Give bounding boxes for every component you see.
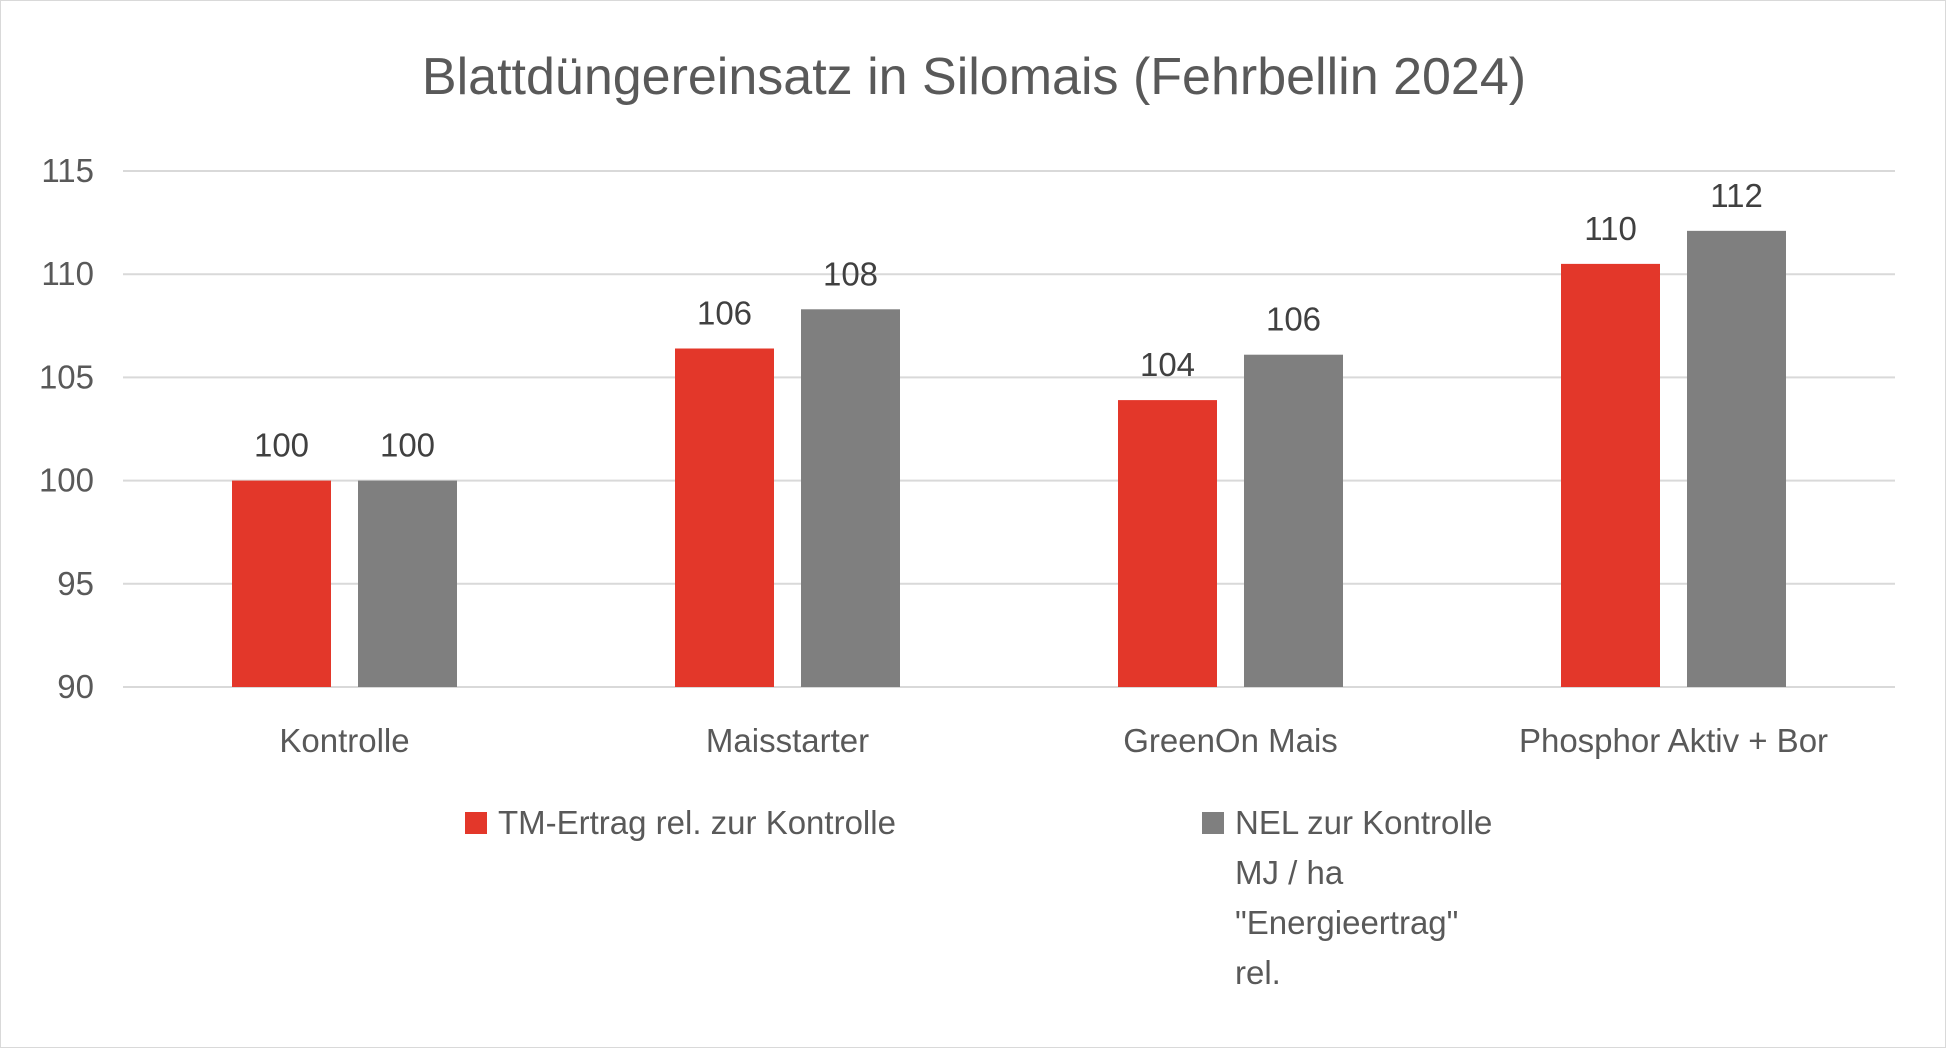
bar — [232, 480, 331, 687]
y-tick-label: 105 — [39, 358, 94, 395]
legend-label: MJ / ha — [1235, 854, 1344, 891]
x-axis-category-labels: Kontrolle Maisstarter GreenOn Mais Phosphor… — [279, 722, 1828, 759]
data-label: 106 — [697, 295, 752, 332]
data-label: 106 — [1266, 301, 1321, 338]
y-tick-label: 100 — [39, 462, 94, 499]
bar — [1561, 263, 1660, 687]
legend-swatch — [1202, 812, 1224, 834]
data-label: 112 — [1710, 177, 1763, 214]
bar — [358, 480, 457, 687]
x-tick-label: Maisstarter — [706, 722, 869, 759]
legend: TM-Ertrag rel. zur Kontrolle NEL zur Kont… — [465, 804, 1492, 991]
bar — [1244, 354, 1343, 687]
bar — [1118, 400, 1217, 687]
data-label: 110 — [1584, 210, 1637, 247]
legend-label: TM-Ertrag rel. zur Kontrolle — [498, 804, 896, 841]
bars — [232, 230, 1786, 687]
y-axis-tick-labels: 90 95 100 105 110 115 — [39, 152, 94, 705]
x-tick-label: Phosphor Aktiv + Bor — [1519, 722, 1828, 759]
chart-title: Blattdüngereinsatz in Silomais (Fehrbell… — [422, 48, 1526, 106]
data-label: 104 — [1140, 346, 1195, 383]
y-tick-label: 95 — [57, 565, 94, 602]
data-label: 100 — [380, 427, 435, 464]
data-label: 108 — [823, 255, 878, 292]
data-label: 100 — [254, 427, 309, 464]
y-tick-label: 90 — [57, 668, 94, 705]
x-tick-label: GreenOn Mais — [1123, 722, 1338, 759]
bar — [1687, 230, 1786, 687]
legend-label: NEL zur Kontrolle — [1235, 804, 1492, 841]
data-labels: 100 100 106 108 104 106 110 112 — [254, 177, 1763, 464]
y-tick-label: 115 — [41, 152, 94, 189]
bar — [801, 309, 900, 687]
y-tick-label: 110 — [41, 255, 94, 292]
legend-label: rel. — [1235, 954, 1281, 991]
legend-label: "Energieertrag" — [1235, 904, 1458, 941]
bar — [675, 348, 774, 687]
legend-swatch — [465, 812, 487, 834]
x-tick-label: Kontrolle — [279, 722, 409, 759]
